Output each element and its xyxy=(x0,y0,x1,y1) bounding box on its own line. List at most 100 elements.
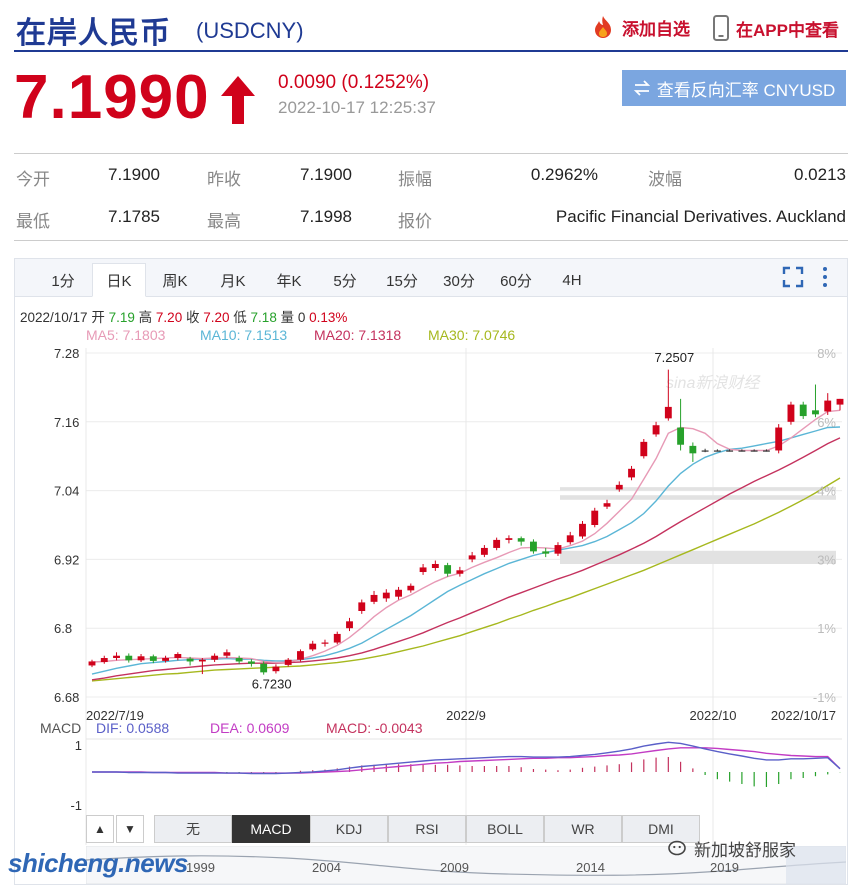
wechat-account-name: 新加坡舒服家 xyxy=(694,841,796,860)
candle-body xyxy=(517,538,525,542)
candle-body xyxy=(235,658,243,662)
indicator-tab-macd[interactable]: MACD xyxy=(232,815,310,843)
tab-weekly[interactable]: 周K xyxy=(162,272,188,290)
stat-label-amplitude: 振幅 xyxy=(398,170,432,189)
page-title: 在岸人民币 xyxy=(16,17,171,50)
candle-body xyxy=(787,404,795,422)
ohlc-open-label: 开 xyxy=(91,310,105,325)
tab-1min[interactable]: 1分 xyxy=(51,272,75,290)
indicator-tab-wr[interactable]: WR xyxy=(544,815,622,843)
chart-axes: 7.28 7.16 7.04 6.92 6.8 6.68 8% 6% 4% 3% 1% -1% 2022… xyxy=(54,346,836,723)
stat-value-prev-close: 7.1900 xyxy=(300,165,352,184)
candle-body xyxy=(726,450,734,452)
stat-value-open: 7.1900 xyxy=(108,165,160,184)
candle-body xyxy=(799,404,807,417)
stat-value-low: 7.1785 xyxy=(108,207,160,226)
y-right-tick-label: 6% xyxy=(817,415,836,430)
candle-body xyxy=(88,661,96,666)
candle-body xyxy=(615,484,623,490)
candle-body xyxy=(640,441,648,457)
stat-label-open: 今开 xyxy=(16,170,50,189)
ma30-line xyxy=(91,477,841,682)
y-tick-label: 6.8 xyxy=(54,621,72,636)
candle-body xyxy=(247,661,255,664)
candle-body xyxy=(149,656,157,661)
tab-4h[interactable]: 4H xyxy=(562,271,582,289)
indicator-tab-rsi[interactable]: RSI xyxy=(388,815,466,843)
candle-body xyxy=(812,410,819,415)
tab-daily[interactable]: 日K xyxy=(92,263,146,297)
candle-body xyxy=(382,592,390,599)
tab-monthly[interactable]: 月K xyxy=(220,272,246,290)
macd-dif-label: DIF: 0.0588 xyxy=(96,720,170,736)
tab-15min[interactable]: 15分 xyxy=(386,272,418,290)
candle-body xyxy=(113,655,120,659)
candle-body xyxy=(713,450,721,452)
macd-value-label: MACD: -0.0043 xyxy=(326,720,423,736)
candle-body xyxy=(431,563,439,568)
ohlc-pct: 0.13% xyxy=(309,310,348,325)
y-tick-label: 7.04 xyxy=(54,484,79,499)
scroll-up-button[interactable]: ▲ xyxy=(86,815,114,843)
indicator-tab-boll[interactable]: BOLL xyxy=(466,815,544,843)
app-view-button[interactable]: 在APP中查看 xyxy=(712,14,839,42)
add-watchlist-button[interactable]: 添加自选 xyxy=(590,14,690,40)
stat-value-amplitude: 0.2962% xyxy=(530,165,598,184)
tab-60min[interactable]: 60分 xyxy=(500,272,532,290)
stat-label-high: 最高 xyxy=(207,212,241,231)
macd-dea-label: DEA: 0.0609 xyxy=(210,720,290,736)
x-tick-label: 2022/10/17 xyxy=(771,708,836,723)
tab-30min[interactable]: 30分 xyxy=(443,272,475,290)
ohlc-vol-label: 量 xyxy=(280,310,295,325)
overview-label-2004: 2004 xyxy=(312,860,341,875)
candle-body xyxy=(480,547,488,555)
indicator-tab-none[interactable]: 无 xyxy=(154,815,232,843)
overview-navigator[interactable] xyxy=(86,846,846,884)
more-menu-icon[interactable] xyxy=(820,266,830,288)
candle-body xyxy=(444,565,452,574)
ma20-line xyxy=(91,437,841,681)
profile-band xyxy=(560,550,836,564)
stat-label-low: 最低 xyxy=(16,212,50,231)
indicator-tab-dmi[interactable]: DMI xyxy=(622,815,700,843)
y-right-tick-label: 1% xyxy=(817,621,836,636)
candle-body xyxy=(542,551,550,554)
candle-body xyxy=(591,510,599,525)
scroll-down-button[interactable]: ▼ xyxy=(116,815,144,843)
tab-5min[interactable]: 5分 xyxy=(333,272,357,290)
y-tick-label: 6.92 xyxy=(54,552,79,567)
candle-body xyxy=(419,567,427,573)
candle-body xyxy=(333,633,341,643)
reverse-rate-button[interactable]: 查看反向汇率 CNYUSD xyxy=(622,70,846,106)
current-price: 7.1990 xyxy=(14,63,210,132)
candle-body xyxy=(309,643,317,650)
candle-body xyxy=(493,539,501,548)
macd-dif-line xyxy=(92,741,841,775)
candle-body xyxy=(824,400,832,412)
candle-body xyxy=(284,659,292,665)
site-watermark: shicheng.news xyxy=(8,848,188,878)
add-watchlist-label: 添加自选 xyxy=(622,19,690,39)
stat-label-range: 波幅 xyxy=(648,170,682,189)
ohlc-close: 7.20 xyxy=(203,310,230,325)
candle-body xyxy=(456,570,464,574)
tab-yearly[interactable]: 年K xyxy=(276,272,302,290)
y-tick-label: 7.16 xyxy=(54,415,79,430)
ohlc-low: 7.18 xyxy=(250,310,277,325)
macd-title: MACD xyxy=(40,720,82,736)
candle-body xyxy=(579,523,586,537)
indicator-tab-kdj[interactable]: KDJ xyxy=(310,815,388,843)
price-change: 0.0090 (0.1252%) xyxy=(278,72,430,93)
fullscreen-icon[interactable] xyxy=(782,266,804,288)
candle-body xyxy=(174,654,182,659)
period-tabs xyxy=(15,259,847,297)
overview-label-2019: 2019 xyxy=(710,860,739,875)
app-view-label: 在APP中查看 xyxy=(736,20,839,40)
candle-body xyxy=(100,658,108,663)
ma10-label: MA10: 7.1513 xyxy=(200,327,288,343)
candle-body xyxy=(468,555,476,560)
candle-body xyxy=(738,450,746,452)
macd-y-tick-label: 1 xyxy=(75,738,82,753)
candle-body xyxy=(566,535,574,543)
